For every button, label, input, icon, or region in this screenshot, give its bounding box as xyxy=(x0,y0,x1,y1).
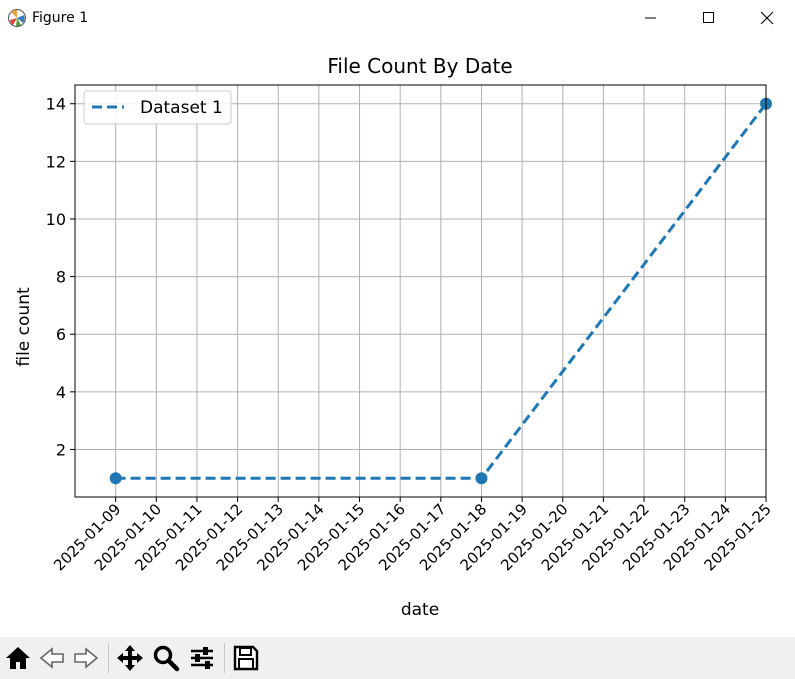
figure-canvas[interactable]: File Count By Date 2 4 6 8 10 12 14 2025-01-09… xyxy=(0,36,795,636)
toolbar-separator xyxy=(224,643,225,673)
data-point xyxy=(109,472,122,485)
y-tick-label: 6 xyxy=(56,325,66,344)
x-axis-label: date xyxy=(401,600,439,620)
back-button[interactable] xyxy=(36,641,68,675)
pan-icon xyxy=(117,645,143,671)
forward-icon xyxy=(74,647,99,669)
home-button[interactable] xyxy=(2,641,34,675)
save-icon xyxy=(233,645,259,671)
close-button[interactable] xyxy=(738,0,795,36)
grid-lines xyxy=(75,85,767,497)
legend: Dataset 1 xyxy=(83,90,232,125)
minimize-icon xyxy=(645,17,656,19)
home-icon xyxy=(6,647,30,669)
configure-subplots-button[interactable] xyxy=(186,641,218,675)
matplotlib-app-icon xyxy=(8,9,26,27)
navigation-toolbar xyxy=(0,637,795,679)
pan-button[interactable] xyxy=(114,641,146,675)
window-title: Figure 1 xyxy=(32,10,89,26)
x-axis-ticks: 2025-01-092025-01-102025-01-112025-01-12… xyxy=(50,497,775,574)
y-tick-label: 4 xyxy=(56,383,66,402)
y-axis-ticks: 2 4 6 8 10 12 14 xyxy=(46,95,75,459)
y-tick-label: 14 xyxy=(46,95,66,114)
legend-label: Dataset 1 xyxy=(140,98,223,118)
y-axis-label: file count xyxy=(14,287,34,367)
back-icon xyxy=(39,647,64,669)
chart-title: File Count By Date xyxy=(327,54,512,78)
maximize-button[interactable] xyxy=(680,0,738,36)
legend-box xyxy=(83,90,232,125)
minimize-button[interactable] xyxy=(622,0,680,36)
configure-subplots-icon xyxy=(191,647,213,669)
maximize-icon xyxy=(703,12,714,23)
data-point xyxy=(475,472,488,485)
window-titlebar: Figure 1 xyxy=(0,0,795,36)
y-tick-label: 2 xyxy=(56,440,66,459)
zoom-icon xyxy=(153,645,180,672)
y-tick-label: 12 xyxy=(46,152,66,171)
y-tick-label: 10 xyxy=(46,210,66,229)
save-button[interactable] xyxy=(230,641,262,675)
y-tick-label: 8 xyxy=(56,268,66,287)
forward-button[interactable] xyxy=(70,641,102,675)
toolbar-separator xyxy=(108,643,109,673)
zoom-button[interactable] xyxy=(150,641,182,675)
plot-area-frame xyxy=(74,84,767,498)
close-icon xyxy=(760,11,774,25)
